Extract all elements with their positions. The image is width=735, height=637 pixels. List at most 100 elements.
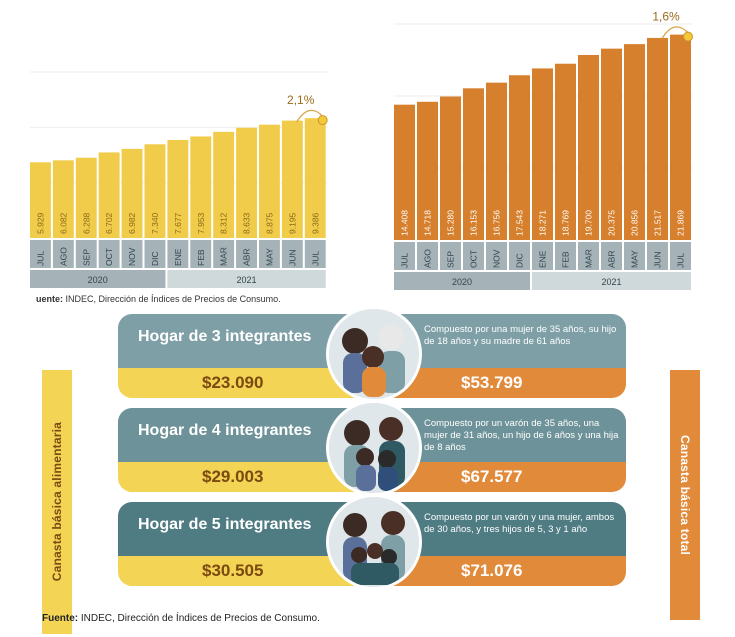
category-cell [486, 242, 507, 270]
bar-value-label: 14.718 [423, 210, 433, 236]
bar [52, 160, 74, 238]
year-band [167, 270, 326, 288]
bar-value-label: 19.700 [584, 210, 594, 236]
category-label: JUL [35, 251, 45, 266]
year-band [30, 270, 166, 288]
category-label: DIC [150, 251, 160, 266]
category-cell [190, 240, 212, 268]
bar-value-label: 16.756 [492, 210, 502, 236]
category-cell [509, 242, 530, 270]
year-band [394, 272, 530, 290]
category-label: ENE [173, 248, 183, 266]
household-card-3: Hogar de 3 integrantes Compuesto por una… [118, 306, 626, 402]
bar [670, 34, 691, 240]
annotation-label: 1,6% [652, 10, 680, 24]
bar-value-label: 20.856 [630, 210, 640, 236]
bar [98, 152, 120, 238]
category-label: JUL [676, 253, 686, 268]
category-cell [670, 242, 691, 270]
category-cell [121, 240, 143, 268]
category-cell [578, 242, 599, 270]
bar-value-label: 21.869 [676, 210, 686, 236]
bar-value-label: 8.312 [219, 212, 229, 234]
category-label: FEB [196, 249, 206, 266]
bar [75, 157, 97, 238]
source-note: Fuente: INDEC, Dirección de Índices de P… [42, 613, 320, 624]
bar-value-label: 17.543 [515, 210, 525, 236]
category-cell [75, 240, 97, 268]
category-label: OCT [104, 248, 114, 266]
family-illustration-icon [326, 494, 422, 590]
cbt-value: $71.076 [461, 561, 523, 580]
bar-value-label: 18.769 [561, 210, 571, 236]
annotation-dot [317, 115, 328, 126]
bar-value-label: 16.153 [469, 210, 479, 236]
category-label: JUN [653, 251, 663, 268]
bar [30, 162, 51, 238]
family-illustration-icon [326, 306, 422, 402]
annotation-label: 2,1% [287, 93, 315, 107]
bar [213, 131, 235, 238]
cba-value: $23.090 [202, 373, 264, 392]
household-card-5: Hogar de 5 integrantes Compuesto por un … [118, 494, 626, 590]
cbt-value: $67.577 [461, 467, 523, 486]
bar-value-label: 9.386 [310, 212, 320, 234]
bar [647, 37, 668, 240]
family-illustration-icon [326, 400, 422, 496]
bar-value-label: 5.929 [35, 212, 45, 234]
category-label: JUL [310, 251, 320, 266]
category-cell [281, 240, 303, 268]
category-cell [52, 240, 74, 268]
cba-value: $30.505 [202, 561, 264, 580]
category-cell [259, 240, 280, 268]
bar [394, 104, 415, 240]
bar-value-label: 9.195 [287, 212, 297, 234]
cba-vertical-label: Canasta básica alimentaria [42, 370, 72, 634]
bar [555, 63, 576, 241]
cbt-value: $53.799 [461, 373, 523, 392]
annotation-arc [296, 109, 324, 123]
bar [509, 75, 530, 240]
category-label: JUN [287, 249, 297, 266]
bar-value-label: 14.408 [400, 210, 410, 236]
bar-value-label: 6.288 [81, 212, 91, 234]
year-label: 2020 [452, 277, 472, 287]
category-label: MAY [264, 248, 274, 266]
category-label: SEP [446, 251, 456, 268]
category-cell [624, 242, 645, 270]
category-cell [98, 240, 120, 268]
category-cell [394, 242, 415, 270]
bar [259, 124, 280, 238]
bar [486, 82, 507, 240]
bar-value-label: 7.677 [173, 212, 183, 234]
bar-value-label: 6.082 [58, 212, 68, 234]
year-label: 2021 [601, 277, 621, 287]
bar-value-label: 7.340 [150, 212, 160, 234]
category-cell [440, 242, 461, 270]
household-title: Hogar de 5 integrantes [138, 516, 312, 533]
bar [304, 118, 326, 238]
bar [167, 139, 189, 238]
household-title: Hogar de 3 integrantes [138, 328, 312, 345]
bar-value-label: 7.953 [196, 212, 206, 234]
category-cell [555, 242, 576, 270]
category-label: ENE [538, 250, 548, 268]
category-label: MAR [584, 249, 594, 268]
bar [624, 44, 645, 241]
household-card-4: Hogar de 4 integrantes Compuesto por un … [118, 400, 626, 496]
bar [121, 148, 143, 238]
bar [417, 101, 438, 241]
category-label: AGO [423, 249, 433, 268]
category-cell [304, 240, 326, 268]
bar [440, 96, 461, 240]
cbt-vertical-label: Canasta básica total [670, 370, 700, 620]
bar-value-label: 21.517 [653, 210, 663, 236]
bar-value-label: 18.271 [538, 210, 548, 236]
bar [532, 68, 553, 241]
bar-value-label: 6.982 [127, 212, 137, 234]
chart-source-note: uente: INDEC, Dirección de Índices de Pr… [36, 294, 281, 304]
cba-bar-chart: 5.929 JUL 6.082 AGO 6.288 SEP 6.702 OCT 6.982 NOV… [30, 71, 328, 288]
cbt-bar-chart: 14.408 JUL 14.718 AGO 15.280 SEP 16.153 OCT 16.7… [394, 10, 693, 290]
category-cell [213, 240, 235, 268]
bar [236, 127, 257, 238]
